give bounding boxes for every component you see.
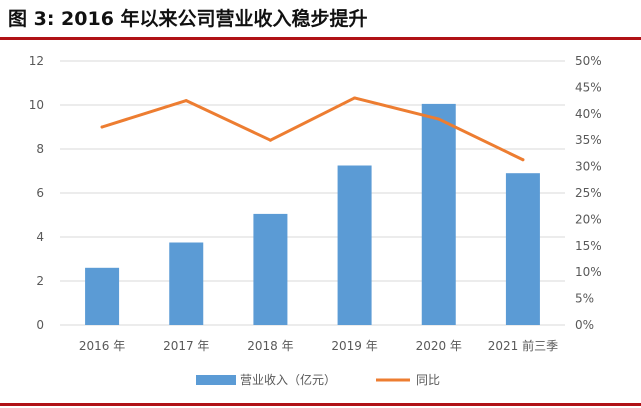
growth-point — [100, 125, 104, 129]
bottom-rule — [0, 403, 641, 406]
growth-point — [353, 96, 357, 100]
growth-point — [437, 117, 441, 121]
right-tick-label: 45% — [575, 80, 602, 94]
right-tick-label: 35% — [575, 133, 602, 147]
growth-point — [184, 99, 188, 103]
x-tick-label: 2020 年 — [416, 339, 462, 353]
legend-line-label: 同比 — [416, 373, 440, 387]
right-tick-label: 5% — [575, 292, 594, 306]
x-tick-label: 2019 年 — [331, 339, 377, 353]
x-tick-label: 2017 年 — [163, 339, 209, 353]
growth-series-line — [100, 96, 525, 162]
right-tick-label: 15% — [575, 239, 602, 253]
left-tick-label: 10 — [29, 98, 44, 112]
combo-chart: 2016 年 2017 年 2018 年 2019 年 2020 年 2021 前三季 0… — [29, 54, 602, 387]
revenue-bar — [421, 103, 456, 326]
x-tick-label: 2016 年 — [79, 339, 125, 353]
x-axis-ticks: 2016 年 2017 年 2018 年 2019 年 2020 年 2021 前三季 — [79, 338, 558, 353]
right-tick-label: 0% — [575, 318, 594, 332]
right-tick-label: 25% — [575, 186, 602, 200]
growth-point — [521, 158, 525, 162]
left-tick-label: 6 — [36, 186, 44, 200]
right-tick-label: 20% — [575, 212, 602, 226]
right-tick-label: 10% — [575, 265, 602, 279]
right-tick-label: 40% — [575, 107, 602, 121]
legend: 营业收入（亿元） 同比 — [196, 372, 440, 387]
gridlines — [60, 60, 565, 326]
growth-point — [268, 138, 272, 142]
right-tick-label: 50% — [575, 54, 602, 68]
revenue-bar — [169, 242, 204, 325]
right-axis-ticks: 0% 5% 10% 15% 20% 25% 30% 35% 40% 45% 50% — [575, 54, 602, 332]
revenue-bars — [85, 103, 540, 326]
revenue-bar — [337, 165, 372, 325]
title-underline — [0, 37, 641, 40]
legend-bar-label: 营业收入（亿元） — [240, 372, 336, 387]
revenue-bar — [505, 173, 540, 325]
left-tick-label: 0 — [36, 318, 44, 332]
left-tick-label: 4 — [36, 230, 44, 244]
left-tick-label: 8 — [36, 142, 44, 156]
left-tick-label: 2 — [36, 274, 44, 288]
left-tick-label: 12 — [29, 54, 44, 68]
revenue-bar — [85, 267, 120, 325]
legend-bar-swatch — [196, 375, 236, 385]
x-tick-label: 2018 年 — [247, 339, 293, 353]
revenue-bar — [253, 213, 288, 325]
left-axis-ticks: 0 2 4 6 8 10 12 — [29, 54, 44, 332]
x-tick-label: 2021 前三季 — [488, 338, 558, 353]
growth-line — [100, 96, 525, 162]
right-tick-label: 30% — [575, 160, 602, 174]
figure-title: 图 3: 2016 年以来公司营业收入稳步提升 — [8, 8, 368, 30]
